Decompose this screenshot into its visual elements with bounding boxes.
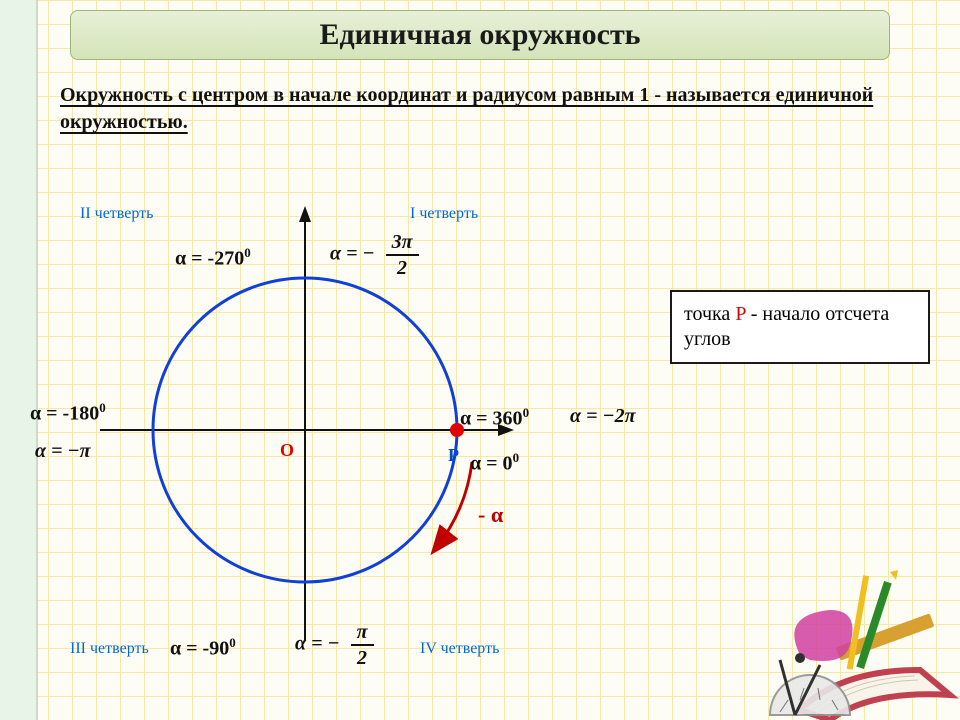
angle-left-deg: α = -1800 xyxy=(30,400,106,426)
note-box: точка P - начало отсчета углов xyxy=(670,290,930,364)
note-prefix: точка xyxy=(684,303,735,325)
tools-decoration xyxy=(660,540,960,720)
note-highlight: P xyxy=(735,303,745,325)
definition-text: Окружность с центром в начале координат … xyxy=(60,82,900,136)
point-p-label: P xyxy=(448,445,459,466)
quadrant-4-label: IV четверть xyxy=(420,640,499,658)
angle-left-rad: α = −π xyxy=(35,440,91,463)
angle-top-deg: α = -2700 xyxy=(175,245,251,271)
template-stripe xyxy=(0,0,38,720)
neg-alpha-label: - α xyxy=(478,502,503,528)
angle-right-deg2: α = 00 xyxy=(470,450,519,476)
unit-circle-diagram: II четверть I четверть III четверть IV ч… xyxy=(40,150,600,690)
angle-top-rad: α = − 3π2 xyxy=(330,232,419,278)
page-title: Единичная окружность xyxy=(70,10,890,60)
quadrant-3-label: III четверть xyxy=(70,640,149,658)
angle-right-deg1: α = 3600 xyxy=(460,405,529,431)
angle-bottom-rad: α = − π2 xyxy=(295,622,374,668)
angle-bottom-deg: α = -900 xyxy=(170,635,236,661)
origin-label: O xyxy=(280,440,294,461)
quadrant-1-label: I четверть xyxy=(410,205,478,223)
angle-right-rad: α = −2π xyxy=(570,405,636,428)
quadrant-2-label: II четверть xyxy=(80,205,153,223)
